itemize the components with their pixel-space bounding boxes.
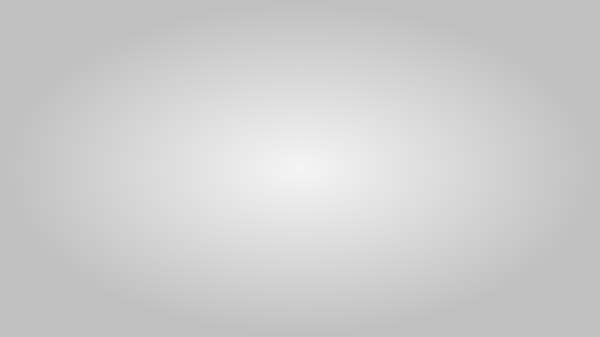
Title: Motorcycle Fatalities By Year: Motorcycle Fatalities By Year xyxy=(114,5,510,33)
Bar xyxy=(332,124,380,276)
Bar xyxy=(506,74,554,276)
Text: 137: 137 xyxy=(514,86,545,101)
Text: 103: 103 xyxy=(253,136,284,151)
Text: 103: 103 xyxy=(340,136,371,151)
Text: 125: 125 xyxy=(79,104,110,119)
Bar xyxy=(157,124,205,276)
Bar xyxy=(70,92,118,276)
Bar xyxy=(419,70,467,276)
Bar xyxy=(245,124,292,276)
Text: 140: 140 xyxy=(427,82,458,97)
X-axis label: Year: Year xyxy=(295,302,329,320)
Text: 103: 103 xyxy=(166,136,197,151)
